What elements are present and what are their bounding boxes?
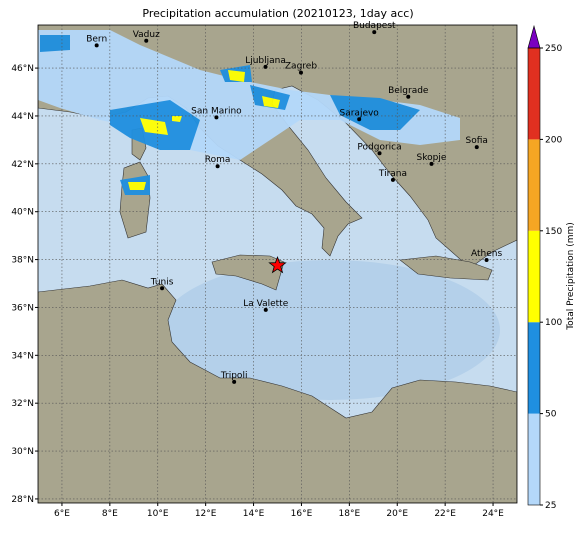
city-label: Bern <box>86 34 107 44</box>
x-tick-label: 24°E <box>482 509 504 519</box>
colorbar-tick-label: 250 <box>545 44 562 54</box>
colorbar-segment <box>528 413 540 505</box>
city-dot <box>160 286 165 291</box>
city-dot <box>372 30 377 35</box>
city-label: Sofia <box>466 136 488 146</box>
city-label: San Marino <box>191 106 242 116</box>
city-dot <box>377 151 382 156</box>
city-dot <box>298 70 303 75</box>
x-tick-label: 16°E <box>291 509 313 519</box>
x-tick-label: 14°E <box>243 509 265 519</box>
city-label: Skopje <box>417 153 447 163</box>
city-dot <box>263 64 268 69</box>
city-label: Tirana <box>378 169 407 179</box>
city-label: Roma <box>205 155 231 165</box>
city-dot <box>232 379 237 384</box>
x-tick-label: 10°E <box>147 509 169 519</box>
city-label: Tripoli <box>220 371 248 381</box>
colorbar-tick-label: 200 <box>545 135 562 145</box>
city-dot <box>429 161 434 166</box>
colorbar-tick-label: 150 <box>545 227 562 237</box>
city-label: Belgrade <box>388 86 429 96</box>
x-tick-label: 12°E <box>195 509 217 519</box>
colorbar-segment <box>528 139 540 231</box>
city-dot <box>406 94 411 99</box>
y-tick-label: 40°N <box>11 208 34 218</box>
city-dot <box>484 258 489 263</box>
colorbar-tick-label: 100 <box>545 318 562 328</box>
y-tick-label: 46°N <box>11 64 34 74</box>
y-tick-label: 38°N <box>11 256 34 266</box>
basemap <box>38 25 517 503</box>
city-dot <box>94 43 99 48</box>
colorbar-segment <box>528 322 540 414</box>
city-dot <box>263 307 268 312</box>
x-tick-label: 18°E <box>339 509 361 519</box>
city-label: Tunis <box>150 277 174 287</box>
colorbar-label: Total Precipitation (mm) <box>566 222 576 331</box>
city-dot <box>215 164 220 169</box>
y-tick-label: 44°N <box>11 112 34 122</box>
y-tick-label: 32°N <box>11 399 34 409</box>
city-label: Budapest <box>353 21 396 31</box>
x-tick-label: 20°E <box>386 509 408 519</box>
city-label: Podgorica <box>357 142 401 152</box>
city-dot <box>214 115 219 120</box>
city-dot <box>357 117 362 122</box>
map-title: Precipitation accumulation (20210123, 1d… <box>142 7 413 20</box>
y-tick-label: 42°N <box>11 160 34 170</box>
y-tick-label: 30°N <box>11 447 34 457</box>
x-tick-label: 8°E <box>102 509 118 519</box>
colorbar-frame <box>527 47 541 506</box>
city-label: La Valette <box>243 299 288 309</box>
map-frame <box>37 24 518 504</box>
x-tick-label: 22°E <box>434 509 456 519</box>
city-dot <box>474 145 479 150</box>
city-dot <box>144 38 149 43</box>
graticule <box>38 25 517 503</box>
city-label: Ljubljana <box>245 56 286 66</box>
event-marker <box>268 255 287 274</box>
x-tick-label: 6°E <box>54 509 70 519</box>
colorbar-tick-label: 25 <box>545 501 556 511</box>
city-label: Zagreb <box>285 62 317 72</box>
colorbar-segment <box>528 48 540 140</box>
city-dot <box>390 177 395 182</box>
city-label: Vaduz <box>133 30 160 40</box>
city-label: Sarajevo <box>340 108 380 118</box>
y-tick-label: 28°N <box>11 495 34 505</box>
colorbar-segment <box>528 230 540 323</box>
city-label: Athens <box>471 249 502 259</box>
colorbar-extension <box>527 24 541 49</box>
y-tick-label: 36°N <box>11 303 34 313</box>
colorbar-tick-label: 50 <box>545 410 557 420</box>
y-tick-label: 34°N <box>11 351 34 361</box>
